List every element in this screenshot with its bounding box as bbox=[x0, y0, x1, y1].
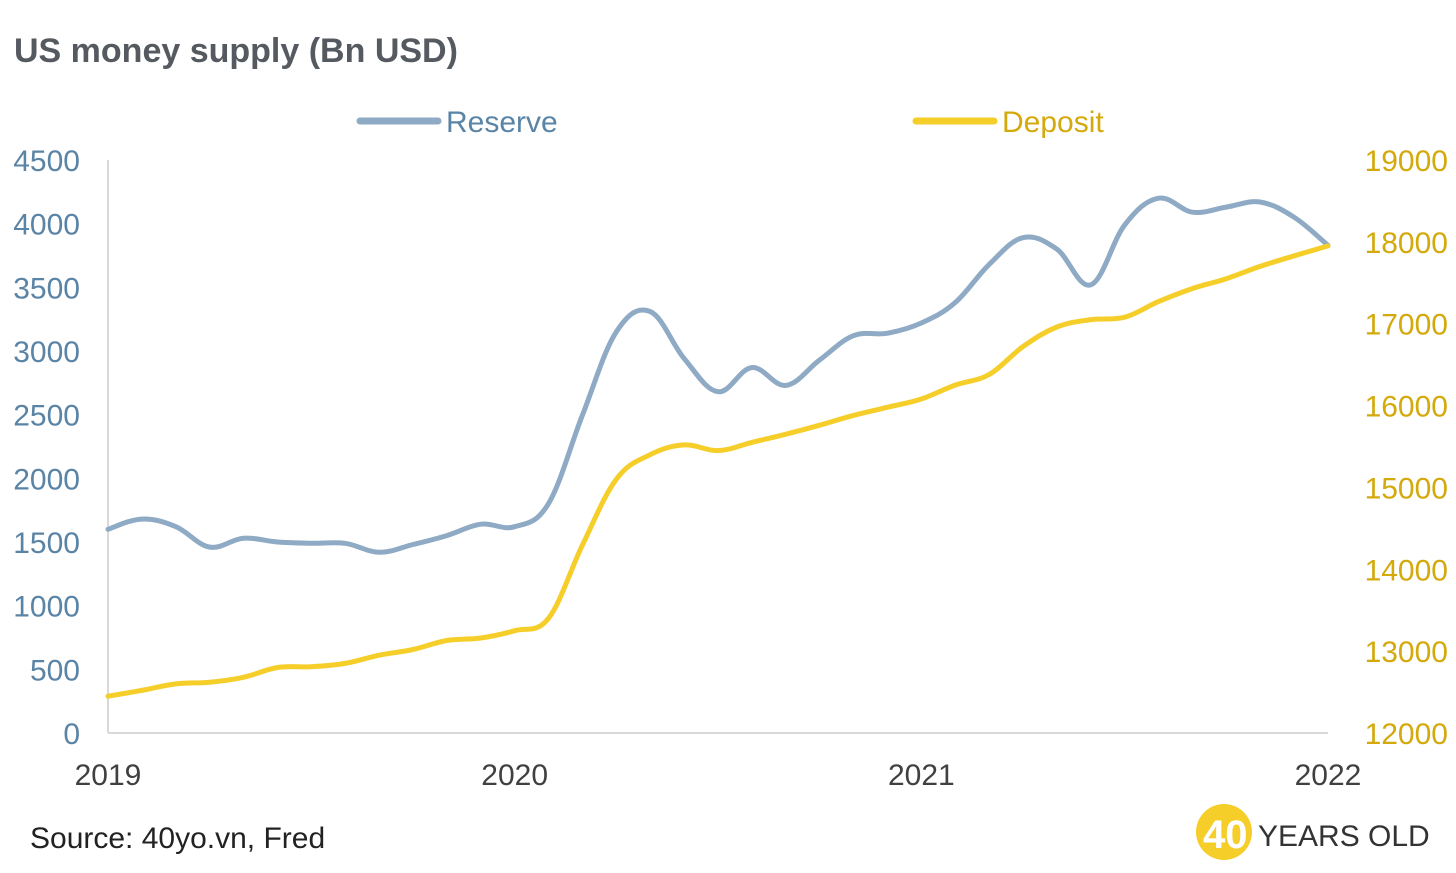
series-line-deposit bbox=[105, 243, 1331, 699]
legend-deposit-label: Deposit bbox=[1002, 106, 1104, 139]
left-y-tick-label: 4000 bbox=[13, 209, 80, 242]
series-line-reserve bbox=[105, 195, 1331, 555]
left-y-tick-label: 3000 bbox=[13, 336, 80, 369]
left-y-tick-label: 2000 bbox=[13, 463, 80, 496]
left-y-tick-label: 3500 bbox=[13, 272, 80, 305]
logo-number: 40 bbox=[1203, 813, 1248, 857]
left-y-tick-label: 1500 bbox=[13, 527, 80, 560]
left-y-tick-label: 2500 bbox=[13, 400, 80, 433]
right-y-tick-label: 12000 bbox=[1365, 718, 1448, 751]
right-y-tick-label: 16000 bbox=[1365, 391, 1448, 424]
right-y-tick-label: 14000 bbox=[1365, 554, 1448, 587]
right-y-tick-label: 18000 bbox=[1365, 227, 1448, 260]
x-tick-label: 2021 bbox=[888, 759, 955, 792]
left-y-tick-label: 0 bbox=[63, 718, 80, 751]
logo-text: YEARS OLD bbox=[1258, 820, 1430, 853]
right-y-tick-label: 13000 bbox=[1365, 636, 1448, 669]
right-y-tick-label: 15000 bbox=[1365, 472, 1448, 505]
right-y-tick-label: 17000 bbox=[1365, 309, 1448, 342]
x-tick-label: 2022 bbox=[1295, 759, 1362, 792]
left-y-tick-label: 500 bbox=[30, 654, 80, 687]
right-y-axis-ticks: 12000 13000 14000 15000 16000 17000 18000 19000 bbox=[1365, 145, 1448, 751]
legend-reserve-label: Reserve bbox=[446, 106, 558, 139]
right-y-tick-label: 19000 bbox=[1365, 145, 1448, 178]
logo: 40 YEARS OLD bbox=[1196, 804, 1430, 860]
left-y-tick-label: 1000 bbox=[13, 591, 80, 624]
legend: Reserve Deposit bbox=[356, 106, 1104, 139]
chart-title: US money supply (Bn USD) bbox=[14, 32, 458, 70]
left-y-tick-label: 4500 bbox=[13, 145, 80, 178]
left-y-axis-ticks: 0 500 1000 1500 2000 2500 3000 3500 4000 4500 bbox=[13, 145, 80, 751]
x-tick-label: 2019 bbox=[75, 759, 142, 792]
x-tick-label: 2020 bbox=[481, 759, 548, 792]
x-axis-ticks: 2019 2020 2021 2022 bbox=[75, 759, 1362, 792]
source-note: Source: 40yo.vn, Fred bbox=[30, 822, 325, 855]
logo-circle bbox=[1196, 804, 1252, 860]
